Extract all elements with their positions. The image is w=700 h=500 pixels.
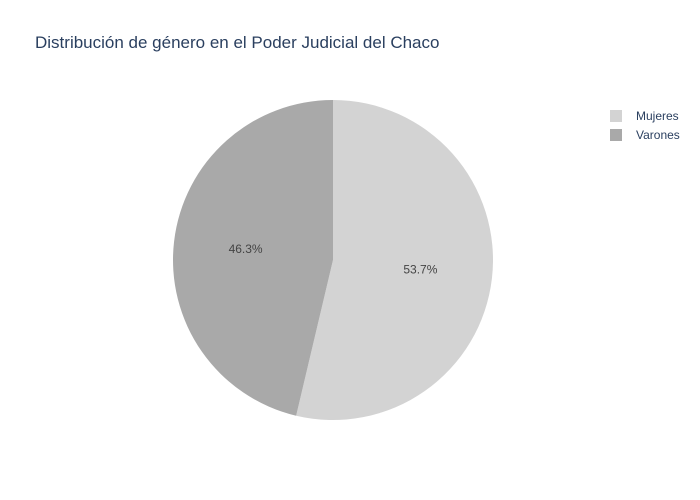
legend-label-varones: Varones [636,127,680,142]
legend-label-mujeres: Mujeres [636,108,679,123]
pie-slice-label-varones: 46.3% [229,242,263,256]
pie-slice-varones[interactable] [172,100,333,416]
legend: Mujeres Varones [610,106,680,144]
pie-slice-labels: 53.7% 46.3% [229,242,438,276]
chart-title: Distribución de género en el Poder Judic… [35,33,440,52]
legend-item-varones[interactable]: Varones [610,125,680,144]
pie-slice-label-mujeres: 53.7% [403,262,437,276]
legend-swatch-mujeres [610,109,622,122]
legend-item-mujeres[interactable]: Mujeres [610,106,680,125]
pie-slice-mujeres[interactable] [296,100,493,420]
legend-swatch-varones [610,128,622,141]
pie-slices [172,100,493,420]
